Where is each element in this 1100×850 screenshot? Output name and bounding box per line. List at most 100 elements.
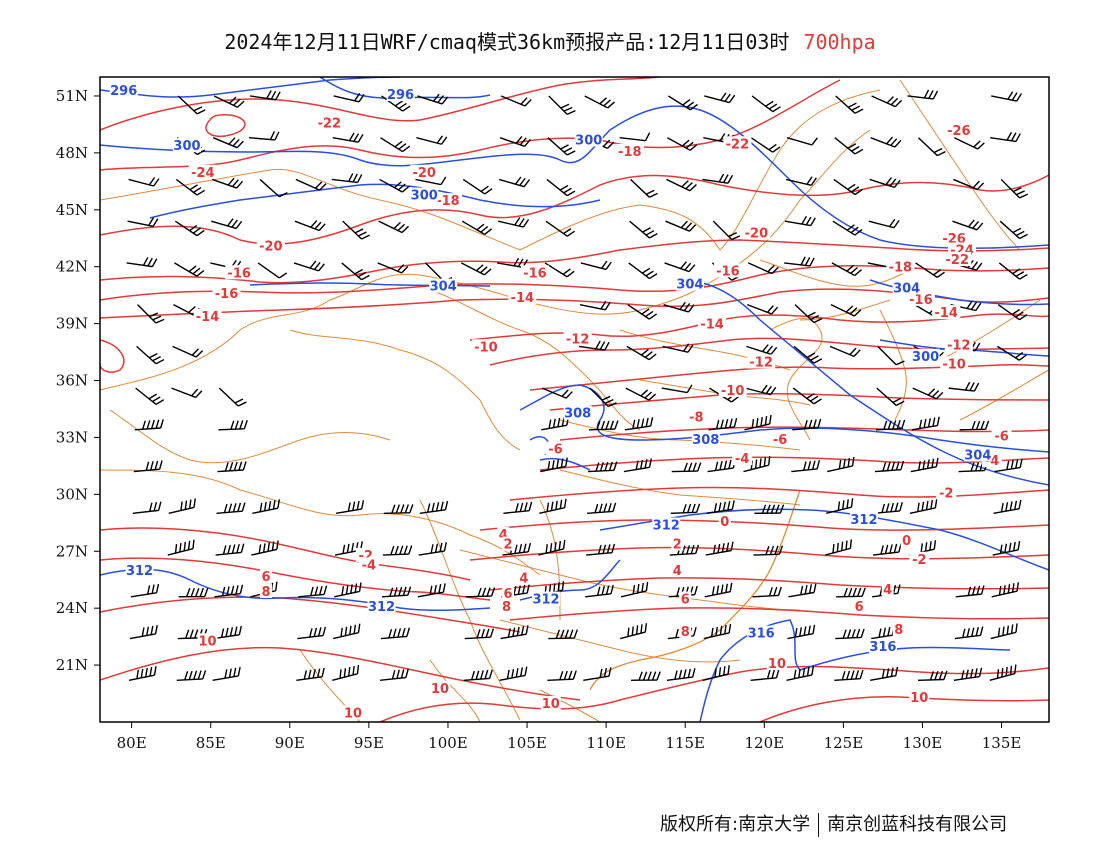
- theta-label-bg: [125, 563, 154, 578]
- wind-barb: [295, 178, 327, 191]
- temperature-label: -24: [191, 166, 215, 181]
- temperature-label-bg: [944, 123, 973, 138]
- wind-barb: [785, 176, 817, 186]
- temperature-label: 10: [199, 634, 217, 649]
- theta-line: [100, 77, 401, 98]
- temperature-label: 4: [883, 583, 892, 598]
- temperature-label-bg: [671, 536, 684, 551]
- temperature-label: -10: [721, 384, 745, 399]
- isotherm-line: [509, 607, 1049, 621]
- wind-barb: [547, 137, 576, 156]
- wind-barb: [750, 137, 781, 153]
- wind-barb: [667, 95, 698, 111]
- isotherm-line: [100, 77, 661, 131]
- wind-barb: [377, 262, 409, 274]
- wind-barb: [909, 498, 938, 515]
- temperature-label-bg: [742, 225, 771, 240]
- temperature-label: -18: [618, 145, 642, 160]
- wind-barb: [415, 176, 447, 186]
- lat-tick-label: 39N: [56, 315, 88, 333]
- theta-label-bg: [675, 276, 704, 291]
- boundary-central: [559, 419, 801, 506]
- temperature-label-bg: [471, 339, 500, 354]
- wind-barb: [631, 671, 661, 681]
- temperature-label: 8: [894, 623, 903, 638]
- wind-barb: [744, 414, 772, 431]
- wind-barb: [382, 545, 413, 556]
- temperature-label-bg: [197, 633, 218, 648]
- wind-barb: [249, 90, 281, 101]
- isotherm-line: [489, 577, 1049, 591]
- wind-barb: [704, 92, 736, 104]
- temperature-label-bg: [502, 536, 515, 551]
- wind-barb: [335, 500, 365, 515]
- lon-tick-label: 110E: [586, 734, 626, 752]
- lat-tick-label: 30N: [56, 485, 88, 503]
- wind-barb: [624, 417, 654, 431]
- wind-barb: [784, 215, 816, 227]
- temperature-label-bg: [430, 680, 451, 695]
- wind-barb: [662, 343, 694, 353]
- wind-barb: [580, 260, 612, 271]
- lon-tick-label: 130E: [903, 734, 943, 752]
- theta-label-bg: [172, 138, 201, 153]
- theta-line: [100, 568, 491, 612]
- wind-barb: [831, 262, 862, 277]
- footer-separator: [818, 813, 820, 837]
- boundary-mongolia: [100, 89, 881, 251]
- temperature-label: 6: [681, 593, 690, 608]
- isotherm-line: [509, 486, 1049, 501]
- map-plot-area: -22-24 -20-18-18-20-22-26-20 -26-24-22-16-…: [100, 77, 1049, 722]
- wind-barb: [999, 220, 1028, 240]
- isotherm-line: [469, 313, 1049, 341]
- wind-barb: [217, 461, 247, 473]
- wind-barb: [541, 387, 573, 399]
- wind-barb: [868, 218, 900, 229]
- title-main: 2024年12月11日WRF/cmaq模式36km预报产品:12月11日03时: [224, 30, 790, 54]
- wind-barb: [341, 262, 370, 281]
- isotherm-line: [100, 265, 1049, 301]
- wind-barb: [176, 670, 207, 681]
- wind-barb: [342, 220, 371, 240]
- theta-line: [519, 384, 1049, 453]
- lat-tick-label: 42N: [56, 258, 88, 276]
- wind-barb: [462, 178, 493, 195]
- temperature-label-bg: [713, 263, 742, 278]
- theta-label: 304: [430, 280, 457, 295]
- wind-barb: [126, 257, 158, 268]
- temperature-label: -22: [726, 137, 750, 152]
- wind-barb: [827, 456, 855, 473]
- lon-tick-label: 120E: [745, 734, 785, 752]
- temperature-label: -18: [889, 261, 913, 276]
- temperature-label-bg: [906, 291, 935, 306]
- wind-barb: [917, 137, 946, 157]
- temperature-label-bg: [718, 513, 731, 528]
- temperature-label-bg: [212, 286, 241, 301]
- temperature-label: -22: [318, 116, 342, 131]
- temperature-label: -12: [749, 355, 773, 370]
- temperature-label: -14: [700, 318, 724, 333]
- temperature-label-bg: [193, 308, 222, 323]
- temperature-label-bg: [940, 356, 969, 371]
- isotherm-line: [100, 646, 581, 701]
- wind-barb: [993, 499, 1022, 515]
- temperature-label-bg: [747, 354, 776, 369]
- isotherm-line: [100, 596, 521, 633]
- wind-barb: [135, 387, 165, 405]
- lon-tick-label: 135E: [982, 734, 1022, 752]
- temperature-label: -2: [939, 486, 953, 501]
- temperature-label: -22: [946, 253, 970, 268]
- theta-label: 300: [411, 189, 438, 204]
- temperature-label: -26: [947, 124, 971, 139]
- wind-barb: [948, 381, 980, 392]
- wind-barb: [133, 460, 163, 473]
- temperature-label: -14: [196, 310, 220, 325]
- temperature-label: 2: [673, 538, 682, 553]
- wind-barb: [907, 89, 939, 100]
- lon-tick-label: 115E: [665, 734, 705, 752]
- temperature-label: 6: [262, 570, 271, 585]
- wind-barb: [990, 131, 1021, 143]
- wind-barb: [704, 582, 733, 598]
- wind-barb: [954, 137, 985, 150]
- temperature-label: 4: [519, 572, 528, 587]
